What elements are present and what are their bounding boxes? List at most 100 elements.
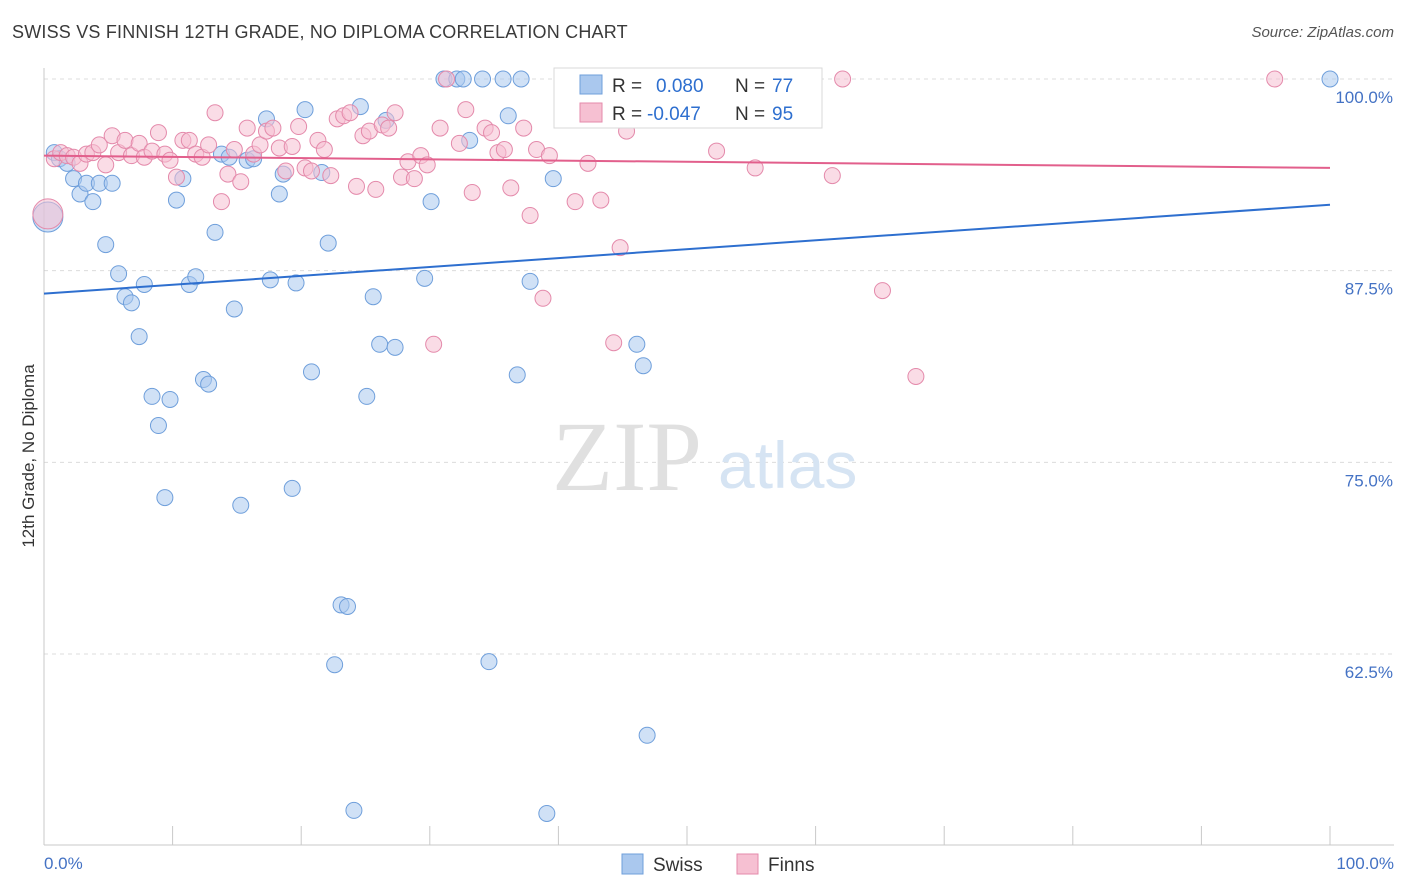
finns-point [386,104,404,122]
swiss-point [638,726,656,744]
swiss-point [454,70,472,88]
finns-point [264,119,282,137]
finns-point [746,159,764,177]
swiss-point [319,234,337,252]
finns-point [251,136,269,154]
finns-point [431,119,449,137]
y-tick-label-2: 75.0% [1345,471,1393,490]
y-axis-labels: 100.0% 87.5% 75.0% 62.5% [1335,88,1393,682]
swiss-point [422,193,440,211]
finns-point [515,119,533,137]
swiss-point [143,387,161,405]
source-attribution: Source: ZipAtlas.com [1251,24,1394,41]
finns-point [907,367,925,385]
x-tick-label-max: 100.0% [1336,854,1394,873]
finns-point [277,162,295,180]
swiss-point [538,804,556,822]
finns-point [149,124,167,142]
swiss-point [358,387,376,405]
finns-point [167,168,185,186]
finns-point [438,70,456,88]
finns-trend-line [43,154,1331,169]
legend-finns-swatch [736,853,759,875]
swiss-point [232,496,250,514]
swiss-point [122,294,140,312]
finns-point [566,193,584,211]
finns-point [708,142,726,160]
finns-point [180,131,198,149]
finns-point [534,289,552,307]
finns-point [219,165,237,183]
swiss-trend-line [43,203,1331,295]
series-finns-points [32,70,1284,385]
swiss-point [130,328,148,346]
swiss-point [326,656,344,674]
swiss-point [167,191,185,209]
finns-point [405,170,423,188]
swiss-point [84,193,102,211]
swiss-point [474,70,492,88]
stats-swiss-swatch [579,74,603,95]
swiss-point [416,269,434,287]
finns-point [232,173,250,191]
legend-swiss-swatch [621,853,644,875]
stats-finns-n-value: 95 [772,104,793,125]
watermark-atlas: atlas [718,428,857,502]
finns-point [212,193,230,211]
swiss-point [521,272,539,290]
y-axis-title: 12th Grade, No Diploma [19,364,38,548]
swiss-point [206,223,224,241]
x-tick-label-min: 0.0% [44,854,83,873]
swiss-point [103,174,121,192]
finns-point [90,136,108,154]
trend-lines [43,154,1331,295]
finns-point [425,335,443,353]
swiss-point [161,390,179,408]
stats-swiss-r-value: 0.080 [656,76,704,97]
y-tick-label-0: 100.0% [1335,88,1393,107]
swiss-point [338,597,356,615]
bottom-legend: Swiss Finns [621,853,814,876]
finns-point [605,334,623,352]
stats-finns-swatch [579,102,603,123]
legend-finns-label: Finns [768,855,814,876]
finns-point [302,162,320,180]
swiss-point [508,366,526,384]
finns-point [450,134,468,152]
swiss-point [283,479,301,497]
stats-swiss-n-label: N = [735,76,765,97]
finns-point [315,141,333,159]
finns-point [225,141,243,159]
swiss-point [149,417,167,435]
finns-point [502,179,520,197]
stats-finns-n-label: N = [735,104,765,125]
legend-swiss-label: Swiss [653,855,703,876]
finns-point [97,156,115,174]
swiss-point [544,170,562,188]
finns-point [495,141,513,159]
finns-point [32,198,64,230]
swiss-point [156,489,174,507]
finns-point [611,239,629,257]
swiss-point [302,363,320,381]
swiss-point [225,300,243,318]
finns-point [579,154,597,172]
swiss-point [345,801,363,819]
finns-point [367,180,385,198]
swiss-point [480,653,498,671]
finns-point [873,282,891,300]
y-tick-label-1: 87.5% [1345,280,1393,299]
swiss-point [364,288,382,306]
swiss-point [499,107,517,125]
swiss-point [200,375,218,393]
stats-finns-r-value: -0.047 [647,104,701,125]
swiss-point [135,275,153,293]
finns-point [834,70,852,88]
swiss-point [494,70,512,88]
finns-point [238,119,256,137]
swiss-point [628,335,646,353]
finns-point [283,137,301,155]
swiss-point [386,338,404,356]
finns-point [380,119,398,137]
